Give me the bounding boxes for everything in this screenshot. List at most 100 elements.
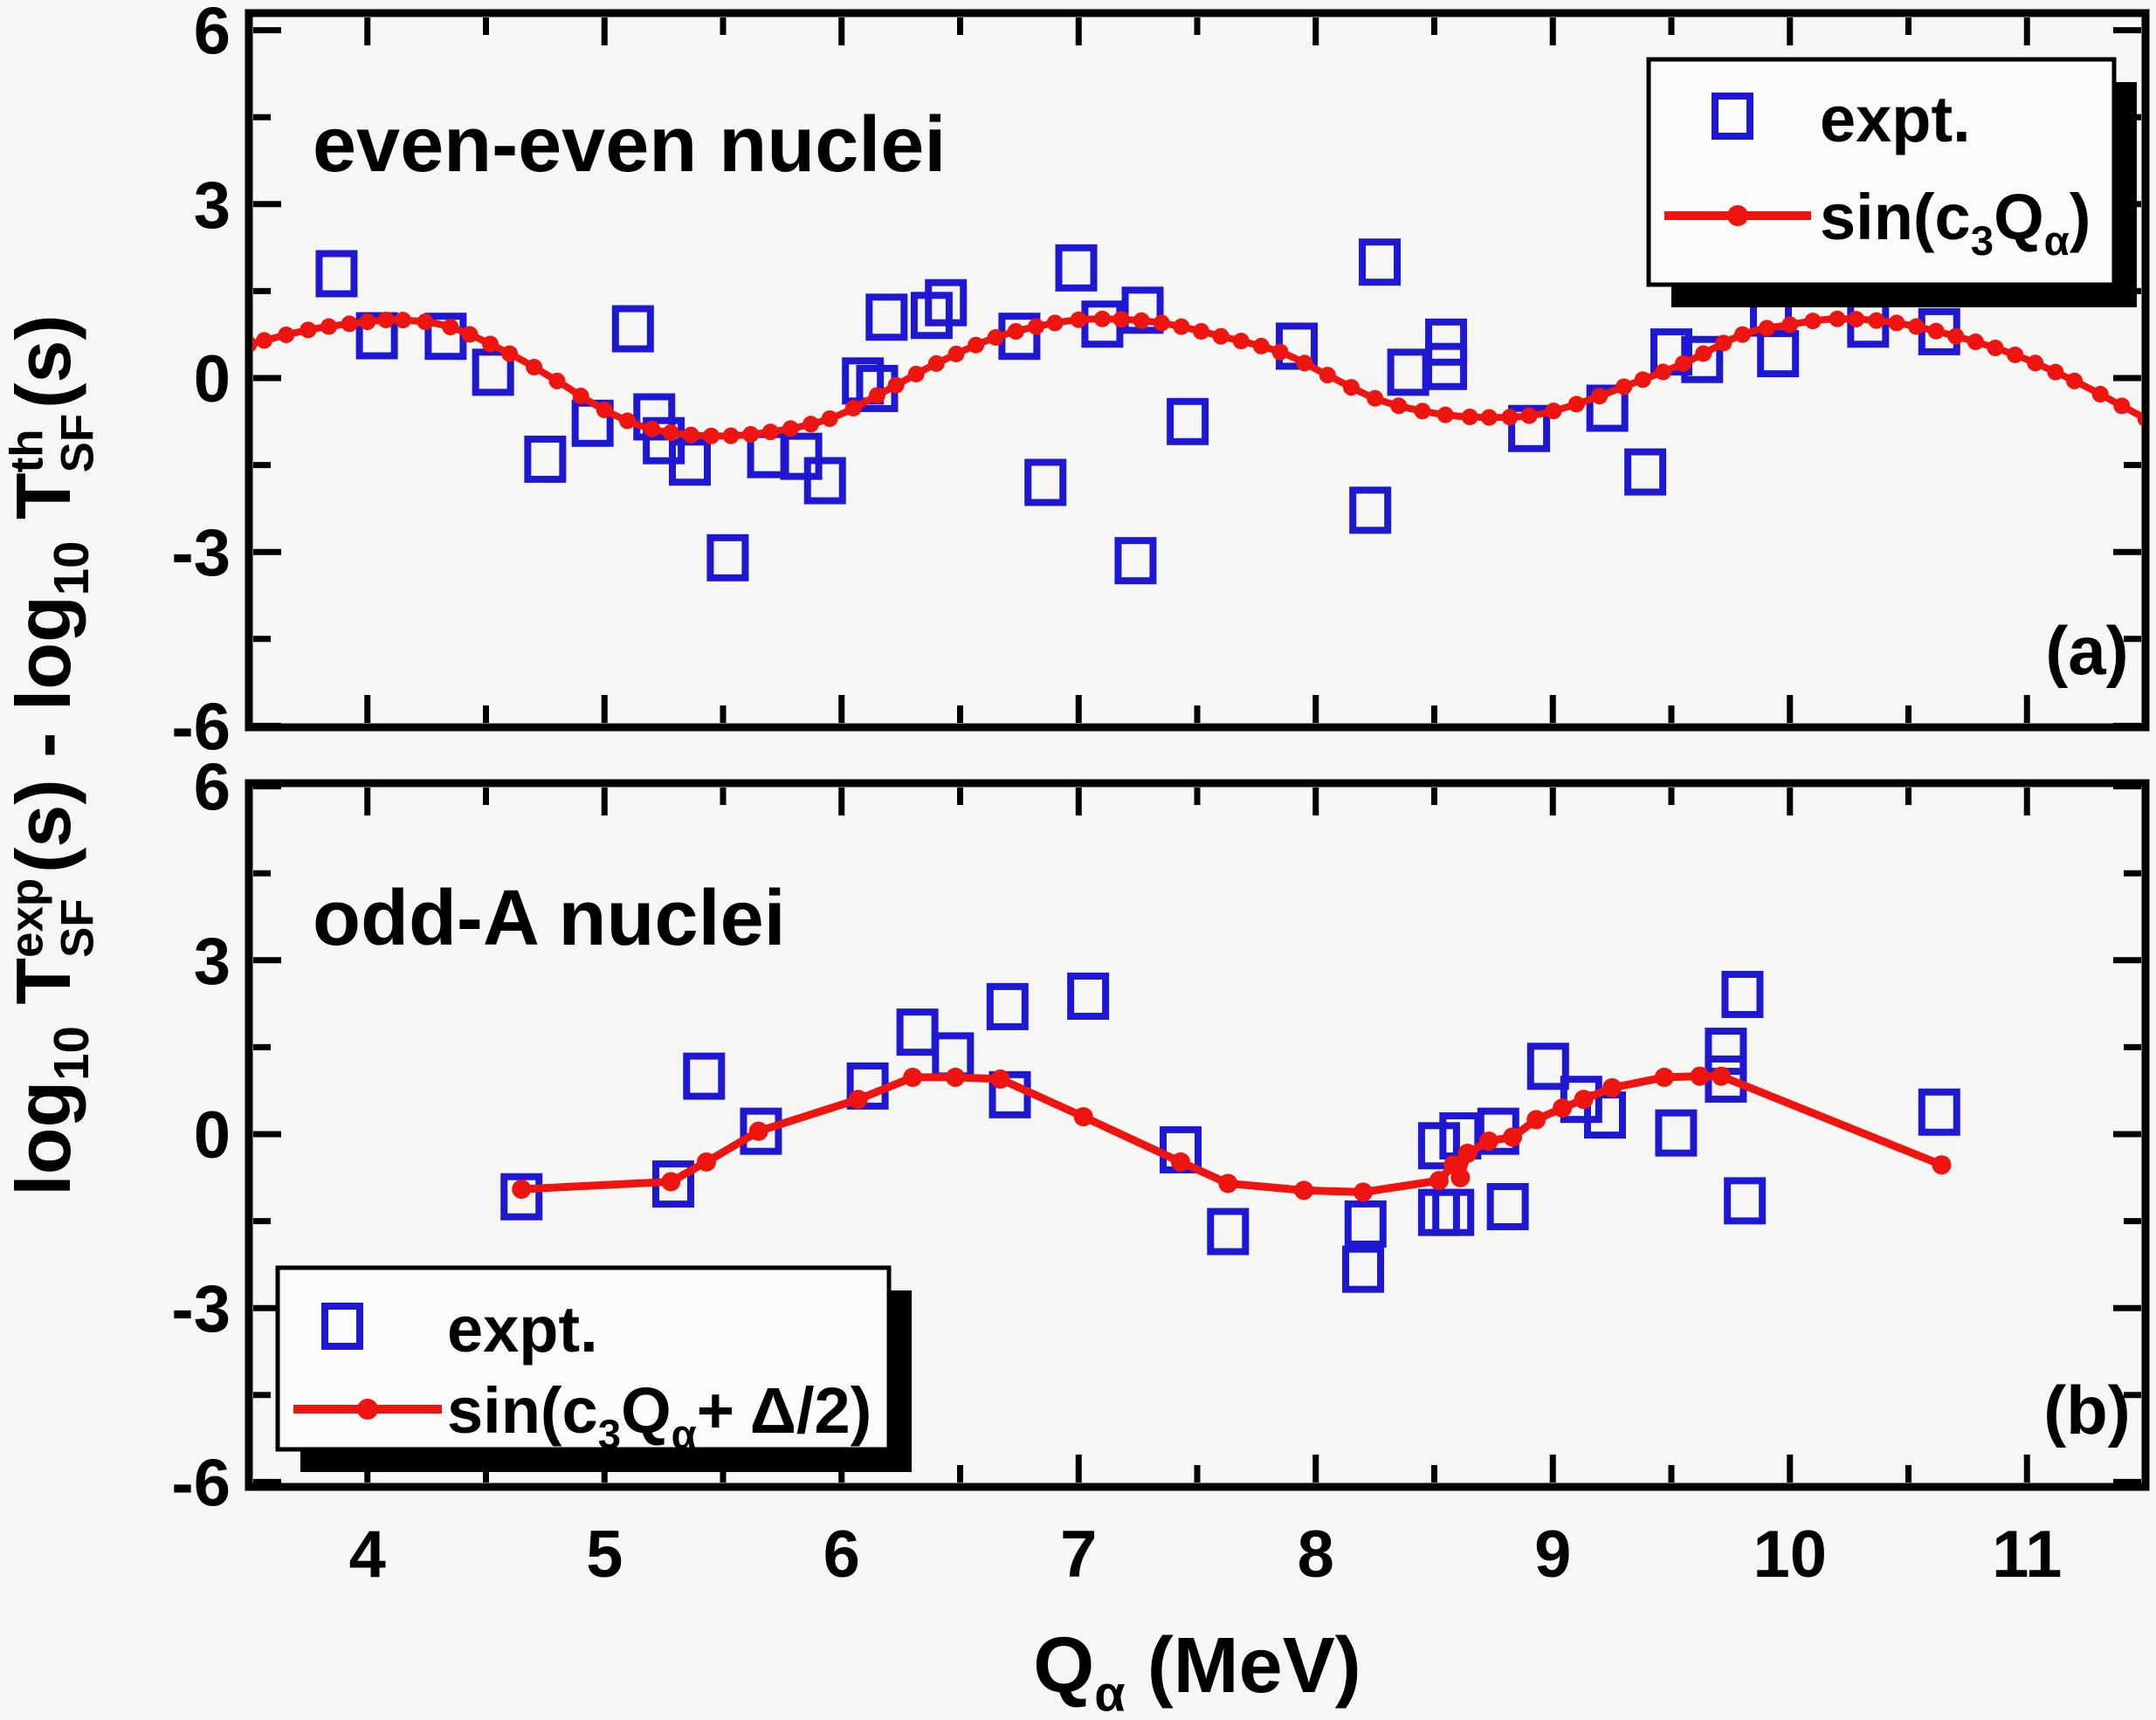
sine-curve-dot (1170, 1152, 1190, 1172)
expt-square-marker (315, 250, 358, 298)
sine-curve-dot (844, 400, 862, 417)
legend-a-sine-label: sin(c3Qα) (1820, 181, 2091, 265)
sine-curve-dot (482, 335, 499, 353)
panel-a-corner-label: (a) (2045, 612, 2128, 689)
sine-curve-dot (1212, 327, 1230, 345)
sine-curve-dot (1503, 1127, 1523, 1147)
panel-b-ytick-label: -3 (171, 1272, 231, 1346)
sine-curve-dot (1457, 1143, 1478, 1163)
sine-curve-dot (682, 426, 699, 444)
sine-curve-dot (1868, 312, 1885, 329)
sine-curve-dot (761, 423, 779, 441)
sine-curve-dot (1501, 409, 1519, 426)
sine-curve-dot (702, 427, 720, 444)
xtick-label: 4 (349, 1517, 386, 1592)
expt-square-marker (1417, 1122, 1460, 1170)
sine-curve-dot (256, 332, 273, 349)
sine-curve-dot (1634, 371, 1651, 389)
sine-curve-dot (2027, 354, 2044, 372)
sine-curve-dot (1967, 334, 1984, 351)
expt-square-marker (1425, 342, 1468, 390)
expt-square-marker (1024, 458, 1067, 506)
sine-curve-dot (341, 315, 358, 333)
sine-curve-dot (1027, 318, 1044, 335)
sine-curve-dot (1007, 323, 1024, 341)
sine-curve-dot (1758, 320, 1775, 337)
sine-curve-dot (644, 420, 661, 437)
expt-square-marker (1655, 1109, 1698, 1157)
sine-curve-dot (1932, 1155, 1952, 1175)
sine-curve-dot (1073, 1107, 1093, 1127)
sine-curve-dot (1829, 310, 1846, 327)
sine-curve-dot (1848, 311, 1865, 328)
sine-curve-dot (748, 1121, 768, 1141)
expt-square-marker (1486, 1183, 1529, 1230)
expt-square-marker (803, 457, 846, 505)
sine-curve-dot (1436, 406, 1454, 423)
sine-curve-dot (1690, 1066, 1710, 1086)
expt-square-marker (1055, 244, 1098, 292)
expt-square-marker (1757, 330, 1800, 378)
sine-curve-dot (1478, 1131, 1498, 1151)
sine-curve-dot (619, 412, 637, 430)
panel-a-ytick-label: 3 (194, 169, 231, 243)
xtick-label: 11 (1992, 1517, 2062, 1592)
panel-a-frame (245, 9, 2150, 732)
expt-square-marker (865, 293, 908, 341)
sine-curve-dot (394, 312, 411, 329)
sine-curve-dot (848, 1090, 868, 1110)
sine-curve-dot (2066, 372, 2084, 389)
expt-square-marker (1121, 286, 1164, 334)
sine-curve-dot (1319, 367, 1336, 384)
legend-panel-b: expt. sin(c3Qα+ Δ/2) (275, 1265, 912, 1472)
xtick-label: 9 (1534, 1517, 1571, 1592)
sine-curve-dot (1553, 1098, 1573, 1118)
expt-square-marker (1586, 384, 1629, 432)
sine-curve-dot (946, 1067, 966, 1087)
sine-curve-dot (1390, 397, 1408, 415)
expt-square-marker (1167, 397, 1209, 445)
sine-curve-dot (1133, 312, 1150, 329)
expt-square-marker (1918, 1088, 1960, 1136)
expt-square-marker (1114, 537, 1157, 585)
sine-curve-dot (1615, 378, 1633, 396)
legend-b-sine-label: sin(c3Qα+ Δ/2) (447, 1374, 871, 1458)
expt-square-marker (1583, 1091, 1626, 1139)
sine-curve-dot (2007, 346, 2024, 363)
sine-curve-dot (1574, 1090, 1594, 1110)
sine-curve-dot (1193, 323, 1210, 341)
panel-a-ytick-label: -3 (171, 516, 231, 590)
sine-curve-dot (696, 1152, 716, 1172)
sine-curve-dot (1046, 314, 1064, 332)
sine-curve-dot (320, 318, 338, 335)
sine-curve-dot (987, 329, 1004, 347)
xtick-label: 7 (1060, 1517, 1097, 1592)
expt-square-marker (500, 1173, 543, 1221)
legend-panel-a: expt. sin(c3Qα) (1646, 57, 2137, 307)
legend-b-expt-label: expt. (447, 1293, 598, 1366)
xtick-label: 5 (586, 1517, 623, 1592)
sine-curve-dot (1218, 1173, 1238, 1194)
sine-curve-dot (1070, 311, 1087, 328)
sine-curve-dot (548, 372, 566, 389)
sine-curve-dot (1232, 333, 1250, 350)
sine-curve-dot (359, 313, 376, 331)
panel-a-ytick-label: 0 (194, 342, 231, 416)
panel-b-ytick-label: 6 (194, 751, 231, 825)
expt-square-marker (1067, 972, 1110, 1020)
expt-square-marker (1425, 318, 1468, 366)
expt-square-marker (706, 533, 749, 581)
xtick-label: 6 (823, 1517, 860, 1592)
sine-curve-dot (903, 1067, 923, 1087)
expt-square-marker (740, 1107, 782, 1155)
legend-a-dot-marker-icon (1727, 205, 1748, 226)
sine-curve-dot (968, 336, 985, 354)
sine-curve-dot (1591, 388, 1608, 405)
sine-curve-dot (1296, 354, 1313, 372)
sine-curve-dot (907, 365, 925, 382)
sine-curve-dot (501, 345, 519, 362)
sine-curve-dot (1947, 327, 1965, 345)
expt-square-marker (611, 305, 654, 353)
